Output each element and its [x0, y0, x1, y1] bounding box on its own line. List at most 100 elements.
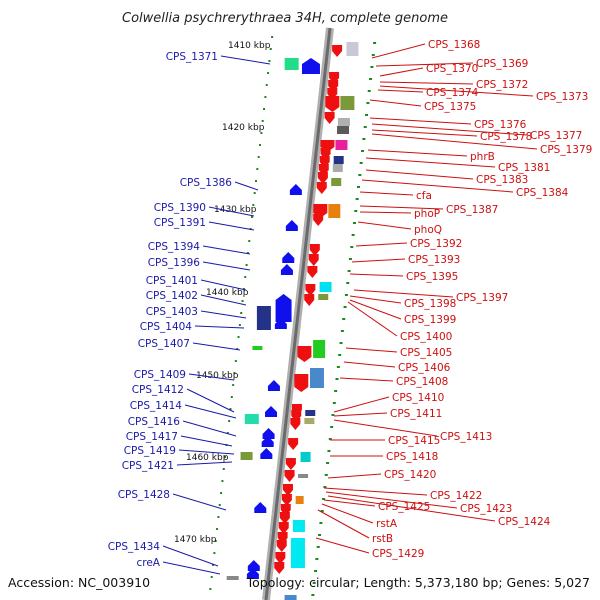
gene-function-block	[290, 538, 305, 568]
left-gene-labels: CPS_1371 CPS_1386 CPS_1390 CPS_1391 CPS_1394…	[108, 51, 271, 575]
track-tick	[371, 54, 375, 56]
forward-gene-arrow	[275, 294, 292, 322]
track-tick	[366, 102, 370, 104]
reverse-gene-arrow	[313, 204, 328, 218]
gene-label-right: rstB	[372, 533, 393, 545]
reverse-gene-arrow	[305, 284, 316, 296]
left-leader-line	[184, 404, 237, 419]
right-leader-line	[361, 179, 514, 193]
gene-function-block	[256, 306, 271, 330]
forward-gene-arrow	[280, 264, 293, 275]
right-leader-line	[379, 85, 534, 97]
reverse-gene-arrow	[332, 45, 343, 57]
gene-label-right: CPS_1413	[440, 431, 492, 443]
gene-function-block	[226, 576, 239, 580]
track-tick	[222, 468, 225, 470]
track-tick	[311, 594, 315, 596]
gene-function-block	[332, 164, 343, 172]
right-leader-line	[367, 149, 468, 157]
track-tick	[340, 330, 344, 332]
track-tick	[209, 588, 212, 590]
gene-label-right: CPS_1381	[498, 162, 550, 174]
forward-gene-arrow	[247, 560, 260, 571]
gene-label-right: CPS_1372	[476, 79, 528, 91]
gene-function-block	[337, 118, 350, 126]
track-tick	[216, 528, 219, 530]
track-tick	[230, 396, 233, 398]
gene-label-right: CPS_1400	[400, 331, 452, 343]
right-leader-line	[321, 503, 374, 524]
track-tick	[271, 36, 274, 38]
gene-label-right: CPS_1393	[408, 254, 460, 266]
forward-gene-arrow	[260, 448, 273, 459]
right-leader-line	[371, 129, 478, 137]
gene-label-right: CPS_1392	[410, 238, 462, 250]
left-leader-line	[234, 181, 259, 191]
track-tick	[226, 432, 229, 434]
track-tick	[336, 366, 340, 368]
gene-label-left: CPS_1434	[108, 541, 161, 553]
gene-label-right: CPS_1378	[480, 131, 532, 143]
gene-label-right: CPS_1373	[536, 91, 588, 103]
track-tick	[218, 504, 221, 506]
gene-function-block	[300, 452, 311, 462]
track-tick	[228, 420, 231, 422]
gene-label-right: CPS_1383	[476, 174, 528, 186]
kbp-marker: 1440 kbp	[206, 288, 249, 298]
left-leader-line	[194, 325, 245, 329]
accession-text: Accession: NC_003910	[8, 575, 150, 590]
right-leader-line	[323, 487, 428, 496]
gene-label-right: CPS_1379	[540, 144, 592, 156]
reverse-gene-arrow	[309, 244, 320, 256]
left-leader-line	[162, 561, 221, 575]
track-tick	[252, 204, 255, 206]
right-leader-line	[379, 67, 424, 77]
gene-label-left: CPS_1412	[132, 384, 184, 396]
gene-label-right: CPS_1376	[474, 119, 527, 131]
track-tick	[238, 324, 241, 326]
gene-label-right: CPS_1408	[396, 376, 448, 388]
right-leader-line	[371, 123, 528, 136]
track-tick	[324, 474, 328, 476]
topology-text: Topology: circular; Length: 5,373,180 bp…	[246, 575, 590, 590]
gene-label-left: CPS_1421	[122, 460, 174, 472]
track-tick	[210, 576, 213, 578]
track-tick	[257, 156, 260, 158]
right-leader-line	[333, 396, 390, 413]
track-tick	[240, 312, 243, 314]
track-tick	[338, 354, 342, 356]
gene-function-block	[340, 96, 355, 110]
track-tick	[217, 516, 220, 518]
track-tick	[330, 426, 334, 428]
kbp-marker: 1460 kbp	[186, 453, 229, 463]
gene-label-right: CPS_1406	[398, 362, 451, 374]
gene-function-block	[284, 58, 299, 70]
reverse-gene-arrow	[325, 96, 340, 112]
track-tick	[221, 480, 224, 482]
track-tick	[334, 390, 338, 392]
track-tick	[254, 180, 257, 182]
forward-gene-arrow	[265, 406, 278, 417]
gene-feature-track	[209, 36, 377, 600]
gene-label-right: CPS_1418	[386, 451, 438, 463]
gene-label-left: CPS_1391	[154, 217, 206, 229]
reverse-gene-arrow	[320, 140, 335, 152]
track-tick	[244, 276, 247, 278]
gene-label-left: CPS_1401	[146, 275, 198, 287]
left-leader-line	[200, 279, 247, 291]
gene-label-left: CPS_1414	[130, 400, 183, 412]
gene-label-left: CPS_1402	[146, 290, 198, 302]
map-title: Colwellia psychrerythraea 34H, complete …	[122, 11, 448, 26]
gene-label-right: CPS_1397	[456, 292, 508, 304]
gene-label-left: CPS_1390	[154, 202, 206, 214]
track-tick	[264, 96, 267, 98]
right-leader-line	[339, 377, 394, 382]
gene-label-right: phoP	[414, 208, 440, 220]
gene-label-right: CPS_1424	[498, 516, 551, 528]
right-leader-line	[349, 299, 402, 320]
track-tick	[350, 246, 354, 248]
right-leader-line	[377, 89, 424, 93]
track-tick	[356, 186, 360, 188]
track-tick	[267, 72, 270, 74]
left-leader-line	[178, 449, 235, 455]
